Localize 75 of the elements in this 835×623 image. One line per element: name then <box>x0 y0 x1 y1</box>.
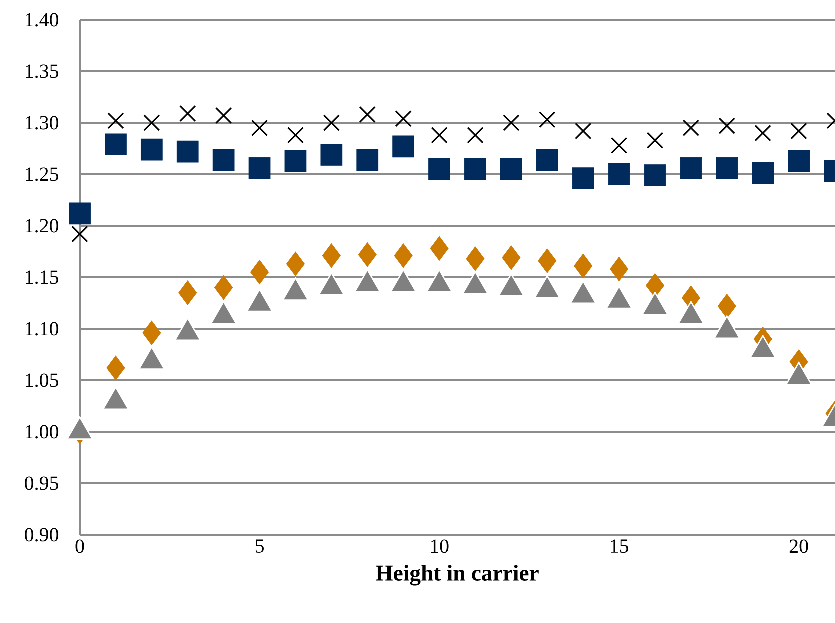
point <box>574 254 593 278</box>
point <box>108 112 124 130</box>
y-tick-label: 1.15 <box>26 270 59 284</box>
point <box>180 105 196 122</box>
point <box>250 260 270 285</box>
point <box>394 244 413 268</box>
point <box>788 150 810 172</box>
point <box>502 246 521 270</box>
point <box>214 276 234 300</box>
point <box>69 202 91 225</box>
point <box>140 138 163 161</box>
point <box>392 136 415 158</box>
point <box>464 158 486 180</box>
y-tick-label: 1.25 <box>26 168 59 182</box>
x-tick-label: 0 <box>76 540 84 554</box>
point <box>682 120 700 136</box>
y-tick-label: 1.05 <box>26 374 59 388</box>
point <box>718 118 736 134</box>
point <box>500 158 522 180</box>
point <box>538 248 557 274</box>
point <box>359 106 376 124</box>
point <box>536 149 558 172</box>
point <box>284 150 307 172</box>
x-tick-label: 10 <box>431 540 449 554</box>
point <box>212 149 235 172</box>
point <box>322 244 341 268</box>
y-tick-label: 1.10 <box>26 322 59 336</box>
point <box>572 168 594 190</box>
x-axis-title: Height in carrier <box>376 565 539 586</box>
point <box>356 149 379 172</box>
x-tick-label: 20 <box>790 540 808 554</box>
point <box>466 246 485 272</box>
point <box>251 120 268 136</box>
point <box>215 107 232 124</box>
point <box>503 114 520 132</box>
y-tick-label: 1.20 <box>26 219 59 233</box>
y-tick-label: 1.30 <box>26 116 59 130</box>
point <box>320 144 343 166</box>
y-tick-label: 1.35 <box>26 64 59 78</box>
point <box>718 294 736 319</box>
point <box>105 134 127 156</box>
point <box>610 137 628 154</box>
point <box>646 132 664 149</box>
point <box>176 140 199 163</box>
x-tick-label: 15 <box>611 540 629 554</box>
point <box>644 164 666 186</box>
point <box>716 157 738 180</box>
point <box>467 127 484 144</box>
point <box>430 236 449 261</box>
point <box>608 164 630 186</box>
point <box>680 157 702 180</box>
y-tick-label: 1.40 <box>26 13 59 27</box>
y-tick-label: 1.00 <box>26 425 59 439</box>
point <box>539 112 556 128</box>
point <box>610 256 629 282</box>
point <box>752 162 774 184</box>
point <box>142 320 162 346</box>
point <box>574 122 592 140</box>
point <box>144 114 160 132</box>
point <box>431 127 448 144</box>
x-tick-label: 5 <box>256 540 264 553</box>
point <box>358 242 377 268</box>
point <box>754 124 772 142</box>
point <box>428 158 450 180</box>
point <box>323 114 340 132</box>
point <box>72 226 88 243</box>
point <box>178 280 198 306</box>
point <box>790 122 808 140</box>
point <box>395 110 412 128</box>
y-tick-label: 0.95 <box>25 476 59 490</box>
point <box>286 252 305 276</box>
point <box>287 127 304 144</box>
y-tick-label: 0.90 <box>25 528 59 542</box>
point <box>248 157 271 180</box>
point <box>106 356 126 380</box>
